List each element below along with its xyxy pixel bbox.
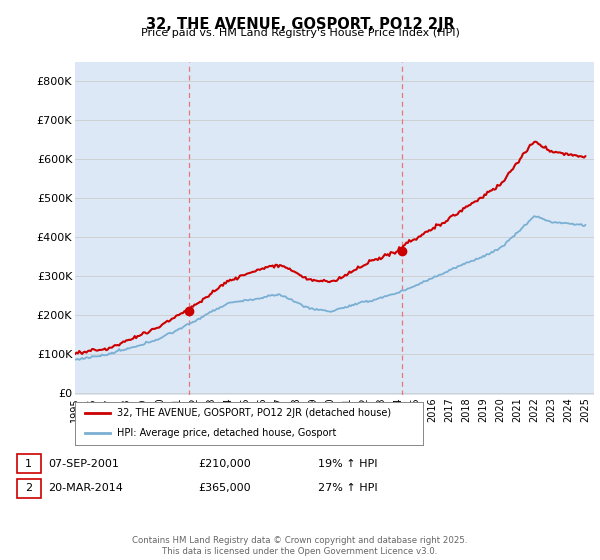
Text: 07-SEP-2001: 07-SEP-2001 [48,459,119,469]
Text: 1: 1 [25,459,32,469]
Text: £365,000: £365,000 [198,483,251,493]
Text: £210,000: £210,000 [198,459,251,469]
Text: 2: 2 [25,483,32,493]
Text: 20-MAR-2014: 20-MAR-2014 [48,483,123,493]
Text: 32, THE AVENUE, GOSPORT, PO12 2JR: 32, THE AVENUE, GOSPORT, PO12 2JR [146,17,454,32]
Text: 32, THE AVENUE, GOSPORT, PO12 2JR (detached house): 32, THE AVENUE, GOSPORT, PO12 2JR (detac… [117,408,391,418]
Text: 19% ↑ HPI: 19% ↑ HPI [318,459,377,469]
Text: Contains HM Land Registry data © Crown copyright and database right 2025.
This d: Contains HM Land Registry data © Crown c… [132,536,468,556]
Text: 27% ↑ HPI: 27% ↑ HPI [318,483,377,493]
Text: HPI: Average price, detached house, Gosport: HPI: Average price, detached house, Gosp… [117,428,336,438]
Text: Price paid vs. HM Land Registry's House Price Index (HPI): Price paid vs. HM Land Registry's House … [140,28,460,38]
